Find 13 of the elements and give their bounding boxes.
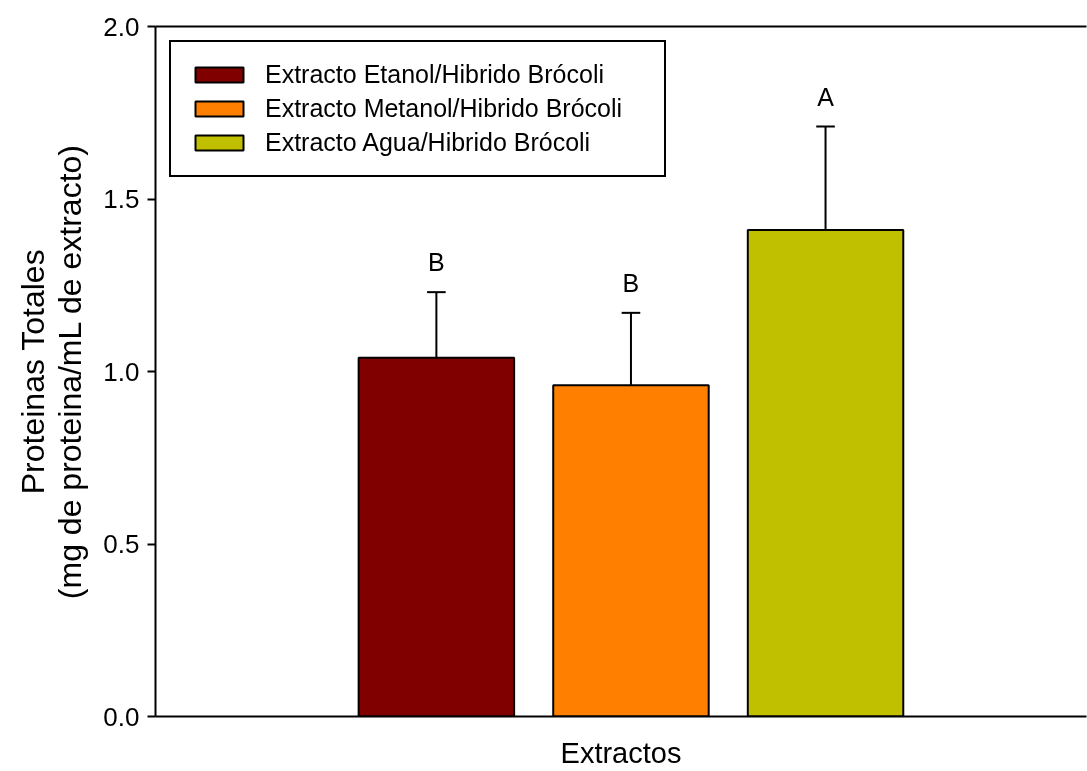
annotation: B bbox=[428, 248, 445, 277]
legend-label: Extracto Agua/Hibrido Brócoli bbox=[265, 128, 592, 157]
x-axis-title: Extractos bbox=[560, 736, 682, 769]
y-axis-title: Proteinas Totales (mg de proteina/mL de extracto) bbox=[14, 145, 89, 600]
annotation: B bbox=[622, 268, 640, 297]
legend-label: Extracto Metanol/Hibrido Brócoli bbox=[265, 94, 624, 123]
legend-label: Extracto Etanol/Hibrido Brócoli bbox=[265, 60, 606, 89]
annotation: A bbox=[817, 82, 835, 111]
y-tick-label: 2.0 bbox=[103, 11, 140, 42]
y-tick-label: 1.0 bbox=[103, 356, 140, 387]
y-tick-label: 1.5 bbox=[103, 184, 140, 214]
y-tick-label: 0.0 bbox=[103, 701, 140, 732]
y-tick-label: 0.5 bbox=[103, 529, 140, 559]
